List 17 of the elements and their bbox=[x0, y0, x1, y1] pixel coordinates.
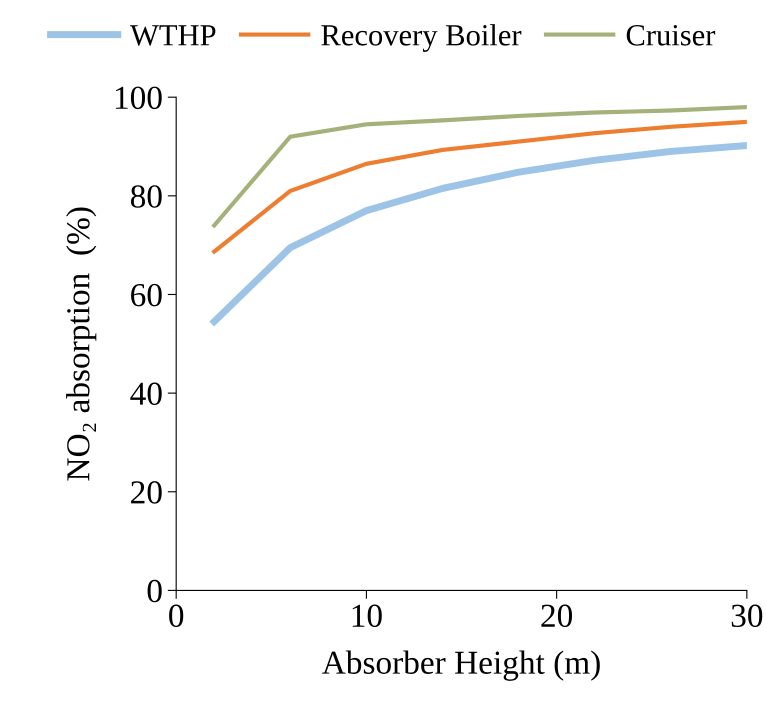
legend-label: Cruiser bbox=[626, 25, 716, 46]
legend-label: Recovery Boiler bbox=[321, 24, 522, 52]
line-series bbox=[212, 120, 747, 254]
x-axis-title: Absorber Height (m) bbox=[322, 650, 600, 681]
y-tick-label: 0 bbox=[148, 580, 162, 602]
x-tick-label: 30 bbox=[732, 604, 762, 628]
y-tick-label: 20 bbox=[131, 481, 162, 504]
y-tick-label: 40 bbox=[130, 382, 162, 406]
line-series bbox=[212, 104, 747, 228]
x-tick-label: 20 bbox=[541, 604, 572, 628]
x-tick-label: 0 bbox=[169, 604, 184, 628]
y-tick-label: 80 bbox=[130, 185, 162, 208]
y-tick-label: 100 bbox=[116, 86, 162, 110]
y-axis-title: NO₂ absorption (%) bbox=[66, 208, 96, 481]
legend-label: WTHP bbox=[130, 25, 216, 46]
x-tick-label: 10 bbox=[352, 604, 382, 628]
y-tick-label: 60 bbox=[131, 284, 162, 306]
